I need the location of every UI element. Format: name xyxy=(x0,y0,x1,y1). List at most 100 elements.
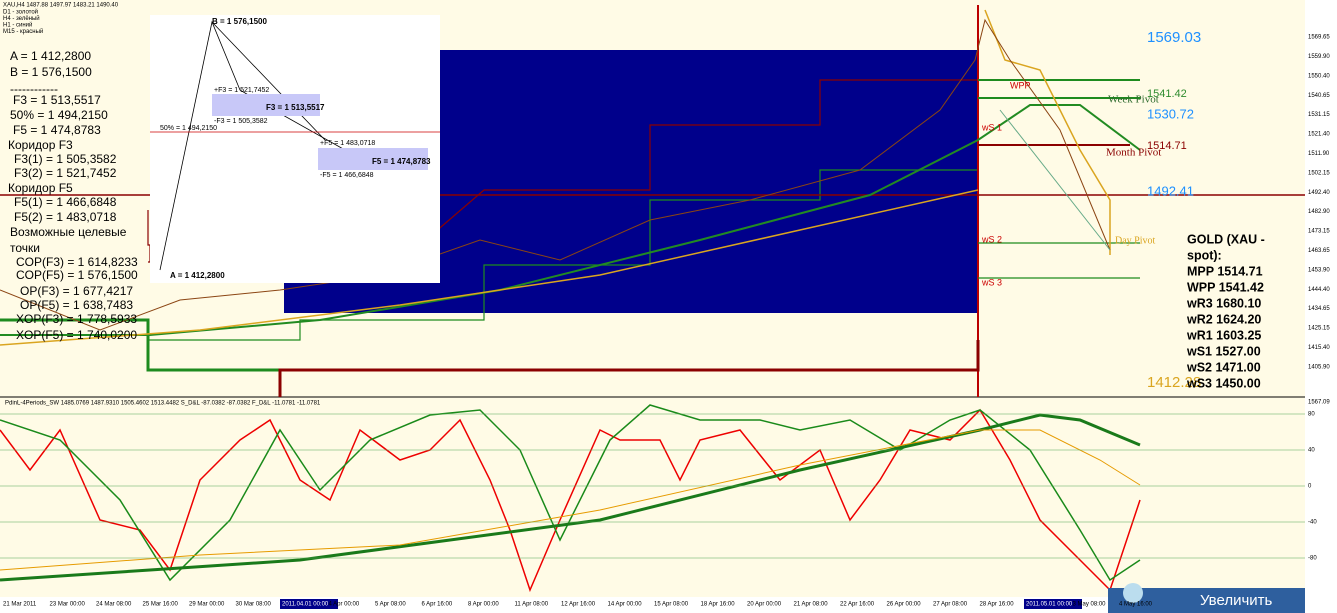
zoom-button-label[interactable]: Увеличить xyxy=(1200,592,1273,609)
info-line: 50% = 1 494,2150 xyxy=(10,108,108,122)
price-tick: 1425.15 xyxy=(1308,326,1330,332)
gold-line: wR1 1603.25 xyxy=(1186,328,1261,342)
diagram-label: +F3 = 1 521,7452 xyxy=(214,87,269,94)
price-axis-bg xyxy=(1305,0,1337,613)
price-tick: 1444.40 xyxy=(1308,287,1330,293)
level-label: 1569.03 xyxy=(1147,29,1201,46)
gold-line: spot): xyxy=(1187,248,1222,262)
diagram-label: F3 = 1 513,5517 xyxy=(266,103,325,112)
f3-corridor xyxy=(212,94,320,116)
info-line: Коридор F3 xyxy=(8,138,73,152)
time-tick: 30 Mar 08:00 xyxy=(236,602,272,608)
time-tick: 21 Mar 2011 xyxy=(3,602,37,608)
level-label: 1541.42 xyxy=(1147,88,1187,100)
indicator-tick: 40 xyxy=(1308,448,1315,454)
info-line: COP(F5) = 1 576,1500 xyxy=(16,268,138,282)
price-tick: 1521.40 xyxy=(1308,132,1330,138)
time-tick: 12 Apr 16:00 xyxy=(561,602,596,608)
level-label: 1412.28 xyxy=(1147,374,1201,391)
legend-item: D1 - золотой xyxy=(3,9,38,16)
time-tick: 2011.04.01 00:00 xyxy=(282,602,329,608)
time-tick: 14 Apr 00:00 xyxy=(608,602,643,608)
diagram-label: A = 1 412,2800 xyxy=(170,271,225,280)
price-tick: 1405.90 xyxy=(1308,364,1330,370)
info-line: F5(1) = 1 466,6848 xyxy=(14,195,117,209)
price-tick: 1434.65 xyxy=(1308,306,1330,312)
time-tick: 25 Mar 16:00 xyxy=(143,602,179,608)
gold-line: wR3 1680.10 xyxy=(1186,296,1261,310)
time-tick: 28 Apr 16:00 xyxy=(980,602,1015,608)
symbol: XAU,H4 1487.88 1497.97 1483.21 1490.40 xyxy=(3,3,119,9)
info-line: F3(2) = 1 521,7452 xyxy=(14,166,117,180)
diagram-label: +F5 = 1 483,0718 xyxy=(320,140,375,147)
time-tick: 4 Apr 00:00 xyxy=(329,602,360,608)
time-tick: 24 Mar 08:00 xyxy=(96,602,132,608)
gold-line: wS3 1450.00 xyxy=(1186,376,1261,390)
legend-item: H4 - зелёный xyxy=(3,15,40,22)
zoom-icon xyxy=(1123,583,1143,603)
price-tick: 1453.90 xyxy=(1308,267,1330,273)
info-line: F3 = 1 513,5517 xyxy=(13,93,101,107)
level-label: wS 2 xyxy=(981,234,1002,244)
gold-line: MPP 1514.71 xyxy=(1187,264,1263,278)
level-label: Week Pivot xyxy=(1108,94,1159,106)
time-tick: 11 Apr 08:00 xyxy=(515,602,549,608)
level-label: wS 3 xyxy=(981,277,1002,287)
time-tick: 8 Apr 00:00 xyxy=(468,602,499,608)
time-tick: 23 Mar 00:00 xyxy=(50,602,86,608)
level-label: WPP xyxy=(1010,80,1031,90)
info-line: точки xyxy=(10,241,40,255)
diagram-label: F5 = 1 474,8783 xyxy=(372,157,431,166)
price-tick: 1482.90 xyxy=(1308,209,1330,215)
price-tick: 1559.90 xyxy=(1308,54,1330,60)
price-tick: 1569.65 xyxy=(1308,35,1330,41)
indicator-tick: -40 xyxy=(1308,520,1317,526)
info-line: A = 1 412,2800 xyxy=(10,49,91,63)
time-tick: 27 Apr 08:00 xyxy=(933,602,968,608)
gold-line: GOLD (XAU - xyxy=(1187,232,1265,246)
time-tick: 6 Apr 16:00 xyxy=(422,602,453,608)
level-label: 1514.71 xyxy=(1147,140,1187,152)
time-tick: 5 Apr 08:00 xyxy=(375,602,406,608)
info-line: ------------ xyxy=(10,82,58,96)
indicator-tick: -80 xyxy=(1308,556,1317,562)
info-line: F3(1) = 1 505,3582 xyxy=(14,152,117,166)
gold-line: wS1 1527.00 xyxy=(1186,344,1261,358)
time-highlight xyxy=(280,599,338,609)
gold-line: WPP 1541.42 xyxy=(1187,280,1264,294)
time-tick: 29 Mar 00:00 xyxy=(189,602,225,608)
price-tick: 1473.15 xyxy=(1308,229,1330,235)
level-label: Day Pivot xyxy=(1115,235,1156,246)
f5-corridor xyxy=(318,148,428,170)
level-label: wS 1 xyxy=(981,122,1002,132)
info-line: XOP(F5) = 1 740,0200 xyxy=(16,328,137,342)
level-label: Month Pivot xyxy=(1106,147,1161,159)
time-highlight xyxy=(1024,599,1082,609)
indicator-tick: 0 xyxy=(1308,484,1312,490)
price-tick: 1540.65 xyxy=(1308,93,1330,99)
info-line: OP(F5) = 1 638,7483 xyxy=(20,298,133,312)
level-label: 1492.41 xyxy=(1147,183,1194,198)
time-tick: 18 Apr 16:00 xyxy=(701,602,736,608)
time-tick: 3 May 08:00 xyxy=(1073,602,1107,608)
time-tick: 22 Apr 16:00 xyxy=(840,602,875,608)
price-tick: 1415.40 xyxy=(1308,345,1330,351)
legend-item: M15 - красный xyxy=(3,28,43,35)
time-tick: 20 Apr 00:00 xyxy=(747,602,782,608)
time-tick: 15 Apr 08:00 xyxy=(654,602,689,608)
time-tick: 26 Apr 00:00 xyxy=(887,602,922,608)
legend-item: H1 - синий xyxy=(3,22,32,29)
info-line: B = 1 576,1500 xyxy=(10,65,92,79)
info-line: F5(2) = 1 483,0718 xyxy=(14,210,117,224)
texts: XAU,H4 1487.88 1497.97 1483.21 1490.40D1… xyxy=(0,3,1330,609)
price-tick: 1531.15 xyxy=(1308,112,1330,118)
price-tick: 1492.40 xyxy=(1308,190,1330,196)
level-label: 1530.72 xyxy=(1147,106,1194,121)
price-tick: 1511.90 xyxy=(1308,151,1330,157)
indicator-pane xyxy=(0,397,1305,597)
diagram-label: -F5 = 1 466,6848 xyxy=(320,172,374,179)
price-tick: 1502.15 xyxy=(1308,170,1330,176)
info-line: Возможные целевые xyxy=(10,225,127,239)
